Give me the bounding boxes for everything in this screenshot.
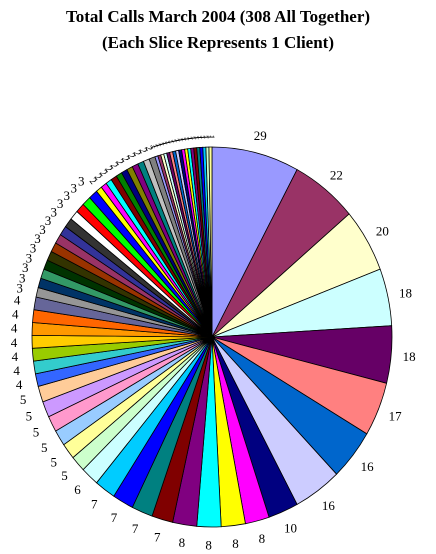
slice-value-label: 3 — [34, 231, 41, 246]
slice-value-label: 3 — [22, 260, 29, 275]
slice-value-label: 1 — [176, 136, 188, 143]
slice-value-label: 2 — [97, 168, 109, 178]
slice-value-label: 5 — [41, 440, 48, 455]
slice-value-label: 3 — [51, 204, 58, 219]
slice-value-label: 2 — [108, 161, 120, 171]
slice-value-label: 16 — [322, 498, 336, 513]
slice-value-label: 3 — [19, 270, 26, 285]
slice-value-label: 1 — [205, 134, 216, 139]
slice-value-label: 1 — [172, 137, 184, 144]
slice-value-label: 18 — [403, 349, 416, 364]
slice-value-label: 10 — [284, 520, 297, 535]
chart-subtitle: (Each Slice Represents 1 Client) — [102, 33, 334, 52]
slice-value-label: 5 — [20, 392, 27, 407]
slice-value-label: 3 — [57, 196, 64, 211]
slice-value-label: 3 — [78, 173, 85, 188]
slice-value-label: 1 — [160, 139, 172, 147]
slice-value-label: 4 — [12, 307, 19, 322]
pie-labels: 2922201818171616108888777765555554444444… — [11, 128, 416, 553]
slice-value-label: 2 — [119, 154, 131, 163]
slice-value-label: 18 — [399, 286, 412, 301]
slice-value-label: 4 — [14, 293, 21, 308]
slice-value-label: 8 — [205, 537, 212, 552]
slice-value-label: 3 — [30, 241, 37, 256]
slice-value-label: 1 — [198, 134, 209, 139]
slice-value-label: 4 — [13, 363, 20, 378]
slice-value-label: 1 — [192, 135, 203, 141]
slice-value-label: 4 — [11, 335, 18, 350]
slice-value-label: 1 — [179, 136, 191, 143]
pie-slice — [211, 146, 298, 338]
slice-value-label: 5 — [26, 409, 33, 424]
slice-value-label: 1 — [153, 141, 165, 149]
slice-value-label: 4 — [11, 321, 18, 336]
slice-value-label: 5 — [33, 425, 40, 440]
slice-value-label: 8 — [179, 535, 186, 550]
slice-value-label: 1 — [157, 140, 169, 148]
slice-value-label: 1 — [166, 138, 178, 145]
pie-slice — [208, 146, 213, 338]
slice-value-label: 4 — [12, 349, 19, 364]
slice-value-label: 2 — [131, 149, 143, 158]
slice-value-label: 2 — [137, 146, 149, 155]
slice-value-label: 5 — [61, 468, 68, 483]
slice-value-label: 1 — [195, 135, 206, 141]
slice-value-label: 3 — [71, 181, 78, 196]
slice-value-label: 7 — [111, 510, 118, 525]
slice-value-label: 17 — [389, 409, 403, 424]
slice-value-label: 1 — [150, 142, 162, 150]
slice-value-label: 7 — [154, 529, 161, 544]
slice-value-label: 1 — [189, 135, 200, 141]
slice-value-label: 8 — [232, 536, 239, 551]
slice-value-label: 1 — [163, 139, 175, 146]
slice-value-label: 2 — [92, 172, 104, 183]
slice-value-label: 2 — [143, 144, 155, 152]
slice-value-label: 4 — [16, 377, 23, 392]
slice-value-label: 2 — [125, 152, 137, 161]
slice-value-label: 2 — [102, 164, 114, 174]
slice-value-label: 7 — [132, 521, 139, 536]
slice-value-label: 1 — [147, 143, 159, 151]
slice-value-label: 20 — [376, 223, 389, 238]
slice-value-label: 1 — [182, 135, 194, 141]
slice-value-label: 2 — [87, 176, 99, 187]
slice-value-label: 22 — [330, 168, 343, 183]
slice-value-label: 6 — [74, 482, 81, 497]
slice-value-label: 1 — [185, 135, 196, 141]
slice-value-label: 3 — [45, 213, 52, 228]
slice-value-label: 1 — [169, 137, 181, 144]
chart-title-block: Total Calls March 2004 (308 All Together… — [0, 4, 436, 56]
slice-value-label: 1 — [202, 134, 213, 139]
slice-value-label: 7 — [91, 497, 98, 512]
slice-value-label: 3 — [39, 222, 46, 237]
slice-value-label: 5 — [51, 455, 58, 470]
pie-slices — [31, 146, 393, 528]
slice-value-label: 16 — [361, 459, 375, 474]
chart-title: Total Calls March 2004 (308 All Together… — [65, 7, 371, 26]
slice-value-label: 3 — [16, 281, 23, 296]
slice-value-label: 3 — [26, 250, 33, 265]
slice-value-label: 8 — [259, 531, 266, 546]
slice-value-label: 29 — [254, 128, 267, 143]
slice-value-label: 3 — [64, 188, 71, 203]
slice-value-label: 2 — [113, 158, 125, 168]
